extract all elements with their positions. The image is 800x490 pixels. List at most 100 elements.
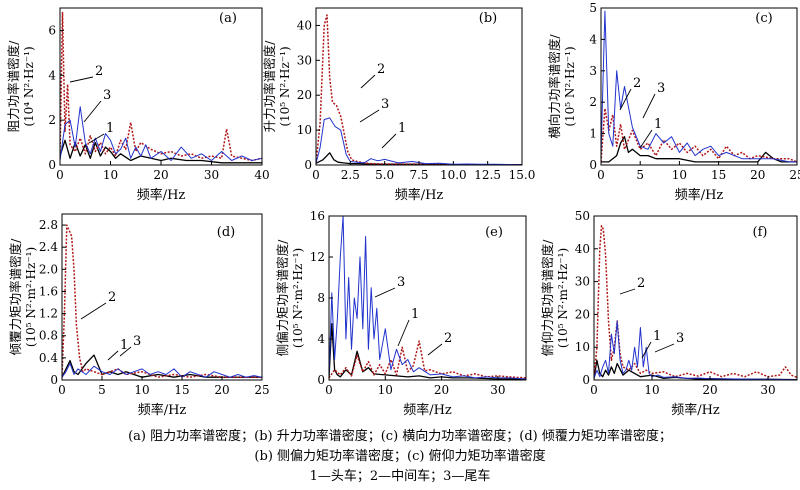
panel-label: (c) bbox=[755, 11, 772, 26]
y-tick-label: 0 bbox=[589, 158, 597, 172]
y-axis-label: 横向力功率谱密度/ bbox=[547, 34, 562, 139]
y-axis-label: 阻力功率谱密度/ bbox=[6, 40, 21, 133]
series-label-2: 2 bbox=[637, 276, 645, 291]
leader-line-1 bbox=[381, 133, 397, 149]
series-line-2 bbox=[60, 11, 262, 162]
caption-line-3: 1—头车；2—中间车；3—尾车 bbox=[309, 469, 491, 484]
x-axis-label: 频率/Hz bbox=[671, 402, 720, 418]
x-tick-label: 5.0 bbox=[375, 168, 394, 182]
x-tick-label: 30 bbox=[490, 383, 505, 397]
x-axis-label: 频率/Hz bbox=[137, 187, 186, 203]
x-tick-label: 0 bbox=[312, 168, 320, 182]
y-tick-label: 3 bbox=[589, 64, 597, 78]
leader-line-1 bbox=[641, 341, 652, 359]
panel-label: (a) bbox=[219, 11, 237, 26]
x-tick-label: 0 bbox=[325, 383, 333, 397]
y-tick-label: 6 bbox=[48, 23, 56, 37]
y-tick-label: 10 bbox=[297, 123, 312, 137]
series-label-3: 3 bbox=[103, 88, 111, 103]
y-axis-unit: (10⁵ N²·Hz⁻¹) bbox=[563, 46, 577, 126]
series-label-1: 1 bbox=[398, 121, 406, 136]
y-axis-unit: (10⁴ N²·Hz⁻¹) bbox=[22, 46, 36, 126]
y-tick-label: 0 bbox=[48, 158, 56, 172]
y-tick-label: 0 bbox=[304, 158, 312, 172]
x-tick-label: 10 bbox=[103, 168, 118, 182]
plot-frame bbox=[59, 7, 263, 166]
y-tick-label: 40 bbox=[575, 242, 590, 256]
panel-label: (e) bbox=[485, 225, 503, 240]
x-tick-label: 40 bbox=[254, 168, 269, 182]
series-label-2: 2 bbox=[108, 290, 116, 305]
y-tick-label: 4 bbox=[317, 332, 325, 346]
series-label-1: 1 bbox=[411, 307, 419, 322]
y-axis-label: 升力功率谱密度/ bbox=[262, 40, 277, 133]
leader-line-1 bbox=[639, 129, 653, 149]
leader-line-2 bbox=[80, 302, 107, 320]
x-tick-label: 15 bbox=[174, 383, 189, 397]
leader-line-3 bbox=[654, 343, 675, 353]
series-line-1 bbox=[60, 139, 262, 164]
y-tick-label: 30 bbox=[575, 275, 590, 289]
x-tick-label: 10 bbox=[378, 383, 393, 397]
series-line-2 bbox=[329, 340, 526, 379]
series-label-3: 3 bbox=[676, 331, 684, 346]
series-label-3: 3 bbox=[381, 97, 389, 112]
leader-line-3 bbox=[642, 93, 656, 119]
y-tick-label: 2.0 bbox=[39, 262, 58, 276]
x-tick-label: 20 bbox=[153, 168, 168, 182]
series-line-1 bbox=[594, 359, 797, 380]
y-axis-unit: (10⁵ N²·Hz⁻¹) bbox=[278, 46, 292, 126]
x-tick-label: 0 bbox=[58, 383, 66, 397]
x-tick-label: 10 bbox=[134, 383, 149, 397]
x-axis-label: 频率/Hz bbox=[403, 402, 452, 418]
y-tick-label: 1.6 bbox=[39, 284, 58, 298]
x-tick-label: 10 bbox=[644, 383, 659, 397]
series-label-3: 3 bbox=[657, 81, 665, 96]
x-axis-label: 频率/Hz bbox=[395, 187, 444, 203]
panel-label: (b) bbox=[479, 11, 497, 26]
y-axis-label: 倾覆力矩功率谱密度/ bbox=[8, 238, 23, 356]
leader-line-2 bbox=[619, 288, 636, 295]
x-axis-label: 频率/Hz bbox=[675, 187, 724, 203]
y-tick-label: 2 bbox=[48, 113, 56, 127]
x-tick-label: 15.0 bbox=[509, 168, 536, 182]
x-tick-label: 30 bbox=[204, 168, 219, 182]
chart-panel-a: 0 10 20 30 40 0 2 4 6 频率/Hz 阻力功率谱密度/(10⁴ N²·Hz⁻¹) (… bbox=[6, 7, 270, 203]
series-label-1: 1 bbox=[120, 338, 128, 353]
series-line-3 bbox=[329, 216, 526, 380]
series-label-2: 2 bbox=[95, 64, 103, 79]
x-tick-label: 20 bbox=[750, 168, 765, 182]
x-tick-label: 10 bbox=[672, 168, 687, 182]
x-tick-label: 5 bbox=[98, 383, 106, 397]
series-line-1 bbox=[329, 322, 526, 380]
x-tick-label: 12.5 bbox=[474, 168, 501, 182]
x-axis-label: 频率/Hz bbox=[138, 402, 187, 418]
x-tick-label: 5 bbox=[636, 168, 644, 182]
series-label-1: 1 bbox=[653, 329, 661, 344]
x-tick-label: 15 bbox=[711, 168, 726, 182]
series-label-2: 2 bbox=[377, 62, 385, 77]
y-axis-label: 俯仰力矩功率谱密度/ bbox=[540, 239, 555, 357]
y-tick-label: 0 bbox=[50, 373, 58, 387]
y-tick-label: 0.8 bbox=[39, 329, 58, 343]
x-tick-label: 0 bbox=[590, 383, 598, 397]
y-tick-label: 1.2 bbox=[39, 307, 58, 321]
caption-line-1: (a) 阻力功率谱密度；(b) 升力功率谱密度；(c) 横向力功率谱密度；(d)… bbox=[128, 429, 672, 444]
y-tick-label: 0 bbox=[317, 373, 325, 387]
x-tick-label: 25 bbox=[789, 168, 800, 182]
series-label-3: 3 bbox=[397, 275, 405, 290]
leader-line-2 bbox=[69, 76, 94, 83]
series-line-3 bbox=[62, 362, 262, 378]
series-label-1: 1 bbox=[106, 121, 114, 136]
series-label-1: 1 bbox=[654, 117, 662, 132]
plot-frame bbox=[315, 7, 523, 166]
series-line-3 bbox=[601, 10, 797, 163]
chart-panel-f: 0 10 20 30 0 10 20 30 40 50 频率/Hz 俯仰力矩功率谱密度/(10⁵ N²… bbox=[540, 209, 798, 418]
y-tick-label: 1 bbox=[589, 127, 597, 141]
plot-frame bbox=[600, 7, 798, 166]
series-line-2 bbox=[316, 14, 522, 165]
x-tick-label: 20 bbox=[214, 383, 229, 397]
y-tick-label: 2.8 bbox=[39, 218, 58, 232]
